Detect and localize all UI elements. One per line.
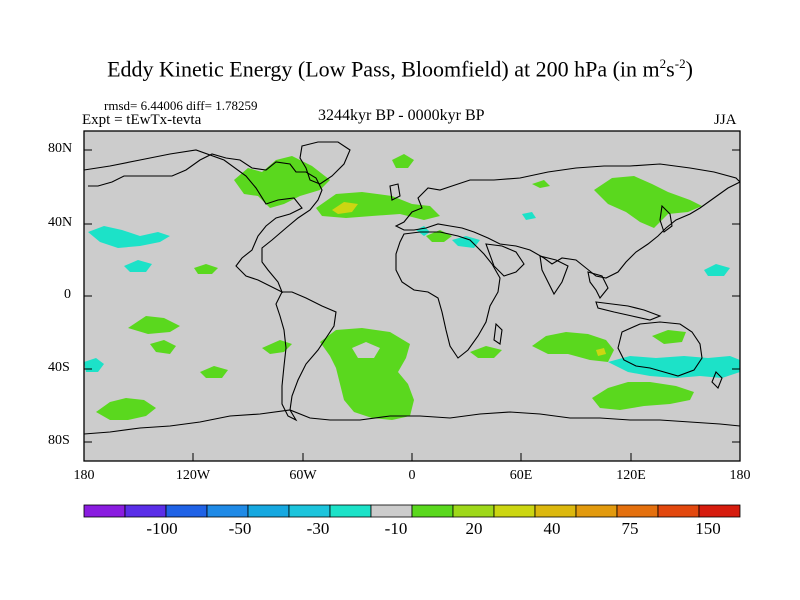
anomaly-region-east-asia [594,176,702,228]
coastline-madagascar [493,322,503,345]
colorbar-label: 20 [465,519,483,538]
x-tick-label: 180 [729,468,751,483]
colorbar-box [206,504,249,518]
colorbar-box [83,504,126,518]
anomaly-region-w-pacific-2 [652,330,686,344]
anomaly-region-s-america-west [262,340,292,354]
colorbar-label: 40 [543,519,561,538]
colorbar-box [165,504,208,518]
anomaly-region-se-pacific [200,366,228,378]
colorbar-box [452,504,495,518]
coastline-north-america [84,149,323,294]
coastline-japan [659,204,673,233]
coastline-se-asia [587,271,609,300]
y-tick-label: 40S [48,360,70,375]
anomaly-region-w-pacific-s [128,316,180,334]
colorbar-box [329,504,372,518]
anomaly-region-n-europe [392,154,414,168]
season-label: JJA [714,112,737,128]
x-tick-label: 60W [289,468,317,483]
plot-title: Eddy Kinetic Energy (Low Pass, Bloomfiel… [107,56,693,82]
x-ticks [83,453,741,461]
x-tick-label: 0 [408,468,416,483]
coastline-africa [395,231,501,359]
colorbar-label: 75 [621,519,639,538]
colorbar-box [124,504,167,518]
anomaly-region-ne-asia [532,180,550,188]
colorbar-box [288,504,331,518]
x-tick-label: 60E [509,468,533,483]
colorbar-box [411,504,454,518]
anomaly-region-s-atlantic [320,328,414,420]
coastline-uk [389,183,401,201]
coastline-europe-asia [394,163,740,279]
anomaly-region-pacific-east [704,264,730,276]
colorbar-label: -50 [228,519,252,538]
anomaly-region-iberia [416,226,430,236]
anomaly-region-australia-sw [608,356,740,378]
anomaly-region-indian-core [596,348,606,356]
colorbar-label: -100 [146,519,178,538]
experiment-label: Expt = tEwTx-tevta [82,112,202,128]
colorbar-box [616,504,659,518]
colorbar-box [575,504,618,518]
anomaly-region-mideast [452,236,480,248]
anomaly-region-ne-pacific [88,226,170,248]
colorbar-box [247,504,290,518]
colorbar [83,504,741,518]
x-tick-label: 120E [616,468,646,483]
coastline-indonesia [595,301,662,321]
y-ticks [84,149,740,443]
colorbar-label: 150 [695,519,721,538]
y-tick-label: 80N [48,141,73,156]
anomaly-region-indian-ocean [532,332,614,362]
anomaly-region-n-atlantic-core [332,202,358,214]
anomaly-regions [84,154,740,420]
stats-text: rmsd= 6.44006 diff= 1.78259 [104,98,258,113]
coastline-antarctica [84,409,740,435]
anomaly-region-s-australia [592,382,694,410]
colorbar-label: -30 [306,519,330,538]
anomaly-region-s-indian [470,346,502,358]
coastline-greenland [299,141,351,185]
colorbar-box [370,504,413,518]
y-tick-label: 40N [48,215,73,230]
anomaly-region-s-atlantic-hole [352,342,380,358]
anomaly-region-n-atlantic [316,192,440,220]
colorbar-box [534,504,577,518]
coastline-arabia [485,243,525,277]
anomaly-region-s-pacific [150,340,176,354]
x-tick-label: 180 [73,468,95,483]
colorbar-box [657,504,700,518]
anomaly-region-n-pacific [194,264,218,274]
anomaly-region-central-pacific [124,260,152,272]
coastline-australia [617,321,703,377]
coastline-new-zealand [711,371,723,389]
coastlines [84,141,740,435]
anomaly-region-s-pacific-far [96,398,156,420]
colorbar-label: -10 [384,519,408,538]
coastline-india [539,255,569,296]
colorbar-box [493,504,536,518]
x-tick-label: 120W [175,468,211,483]
coastline-south-america [275,291,337,422]
period-label: 3244kyr BP - 0000kyr BP [318,107,485,124]
anomaly-region-caspian [522,212,536,220]
y-tick-label: 80S [48,433,70,448]
y-tick-label: 0 [64,287,71,302]
colorbar-box [698,504,741,518]
